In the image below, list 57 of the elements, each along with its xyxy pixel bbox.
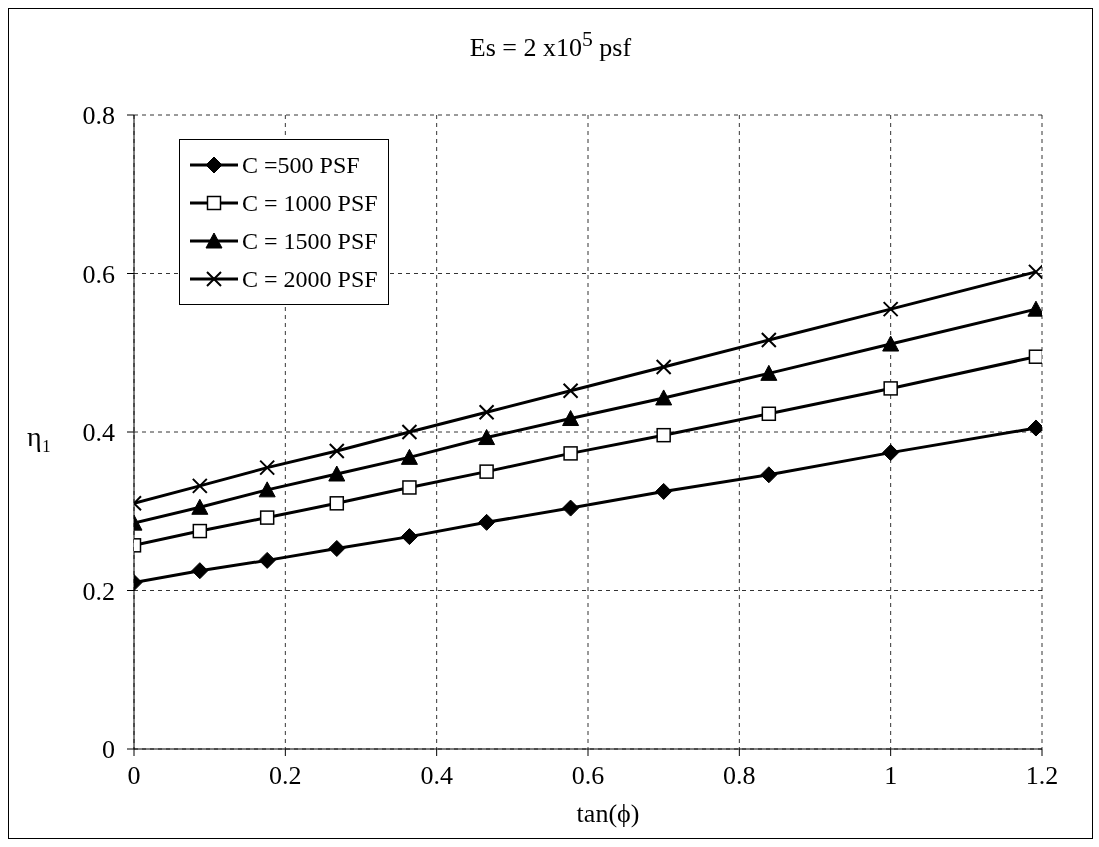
point: [401, 424, 418, 440]
point: [258, 481, 276, 498]
point: [1028, 349, 1042, 364]
y-axis-title: η₁: [27, 421, 52, 453]
point: [563, 446, 578, 461]
point: [329, 496, 345, 511]
point: [655, 389, 673, 406]
x-tick-label: 1.2: [1025, 761, 1059, 791]
point: [882, 444, 900, 462]
y-tick-label: 0: [102, 735, 115, 765]
x-tick-label: 0: [127, 761, 141, 791]
point: [191, 562, 209, 580]
y-tick-label: 0.8: [82, 101, 115, 131]
point: [191, 498, 209, 515]
legend-label: C = 1500 PSF: [242, 227, 378, 255]
x-tick-label: 0.6: [571, 761, 605, 791]
point: [478, 429, 496, 446]
point: [562, 499, 580, 517]
point: [656, 427, 671, 443]
point: [259, 459, 276, 476]
legend-label: C = 1000 PSF: [242, 189, 378, 217]
point: [478, 513, 496, 531]
point: [562, 410, 580, 427]
x-tick-label: 0.2: [269, 761, 302, 791]
legend-label: C = 2000 PSF: [242, 265, 378, 293]
y-tick-label: 0.2: [82, 576, 115, 606]
x-tick-label: 0.4: [420, 761, 453, 791]
chart-title: Es = 2 x10$^{5}$ psf: [468, 27, 633, 63]
point: [402, 480, 417, 495]
point: [882, 301, 899, 318]
y-tick-label: 0.6: [82, 259, 115, 289]
point: [883, 381, 898, 396]
y-tick-label: 0.4: [82, 418, 115, 448]
point: [760, 364, 778, 381]
point: [328, 540, 346, 557]
point: [328, 465, 346, 482]
point: [655, 482, 673, 500]
point: [400, 448, 418, 465]
point: [1027, 263, 1042, 280]
point: [400, 528, 418, 546]
point: [191, 477, 208, 494]
point: [259, 510, 275, 525]
point: [192, 523, 208, 539]
point: [761, 406, 777, 422]
point: [760, 466, 778, 484]
point: [655, 359, 672, 376]
x-axis-title: tan(ϕ): [576, 799, 640, 829]
point: [760, 332, 777, 349]
legend-label: C =500 PSF: [242, 151, 360, 179]
point: [478, 404, 495, 421]
point: [479, 464, 494, 479]
point: [562, 382, 579, 399]
x-tick-label: 0.8: [723, 761, 756, 791]
x-tick-label: 1: [884, 761, 898, 791]
point: [258, 551, 276, 569]
point: [882, 335, 900, 352]
point: [328, 443, 345, 460]
